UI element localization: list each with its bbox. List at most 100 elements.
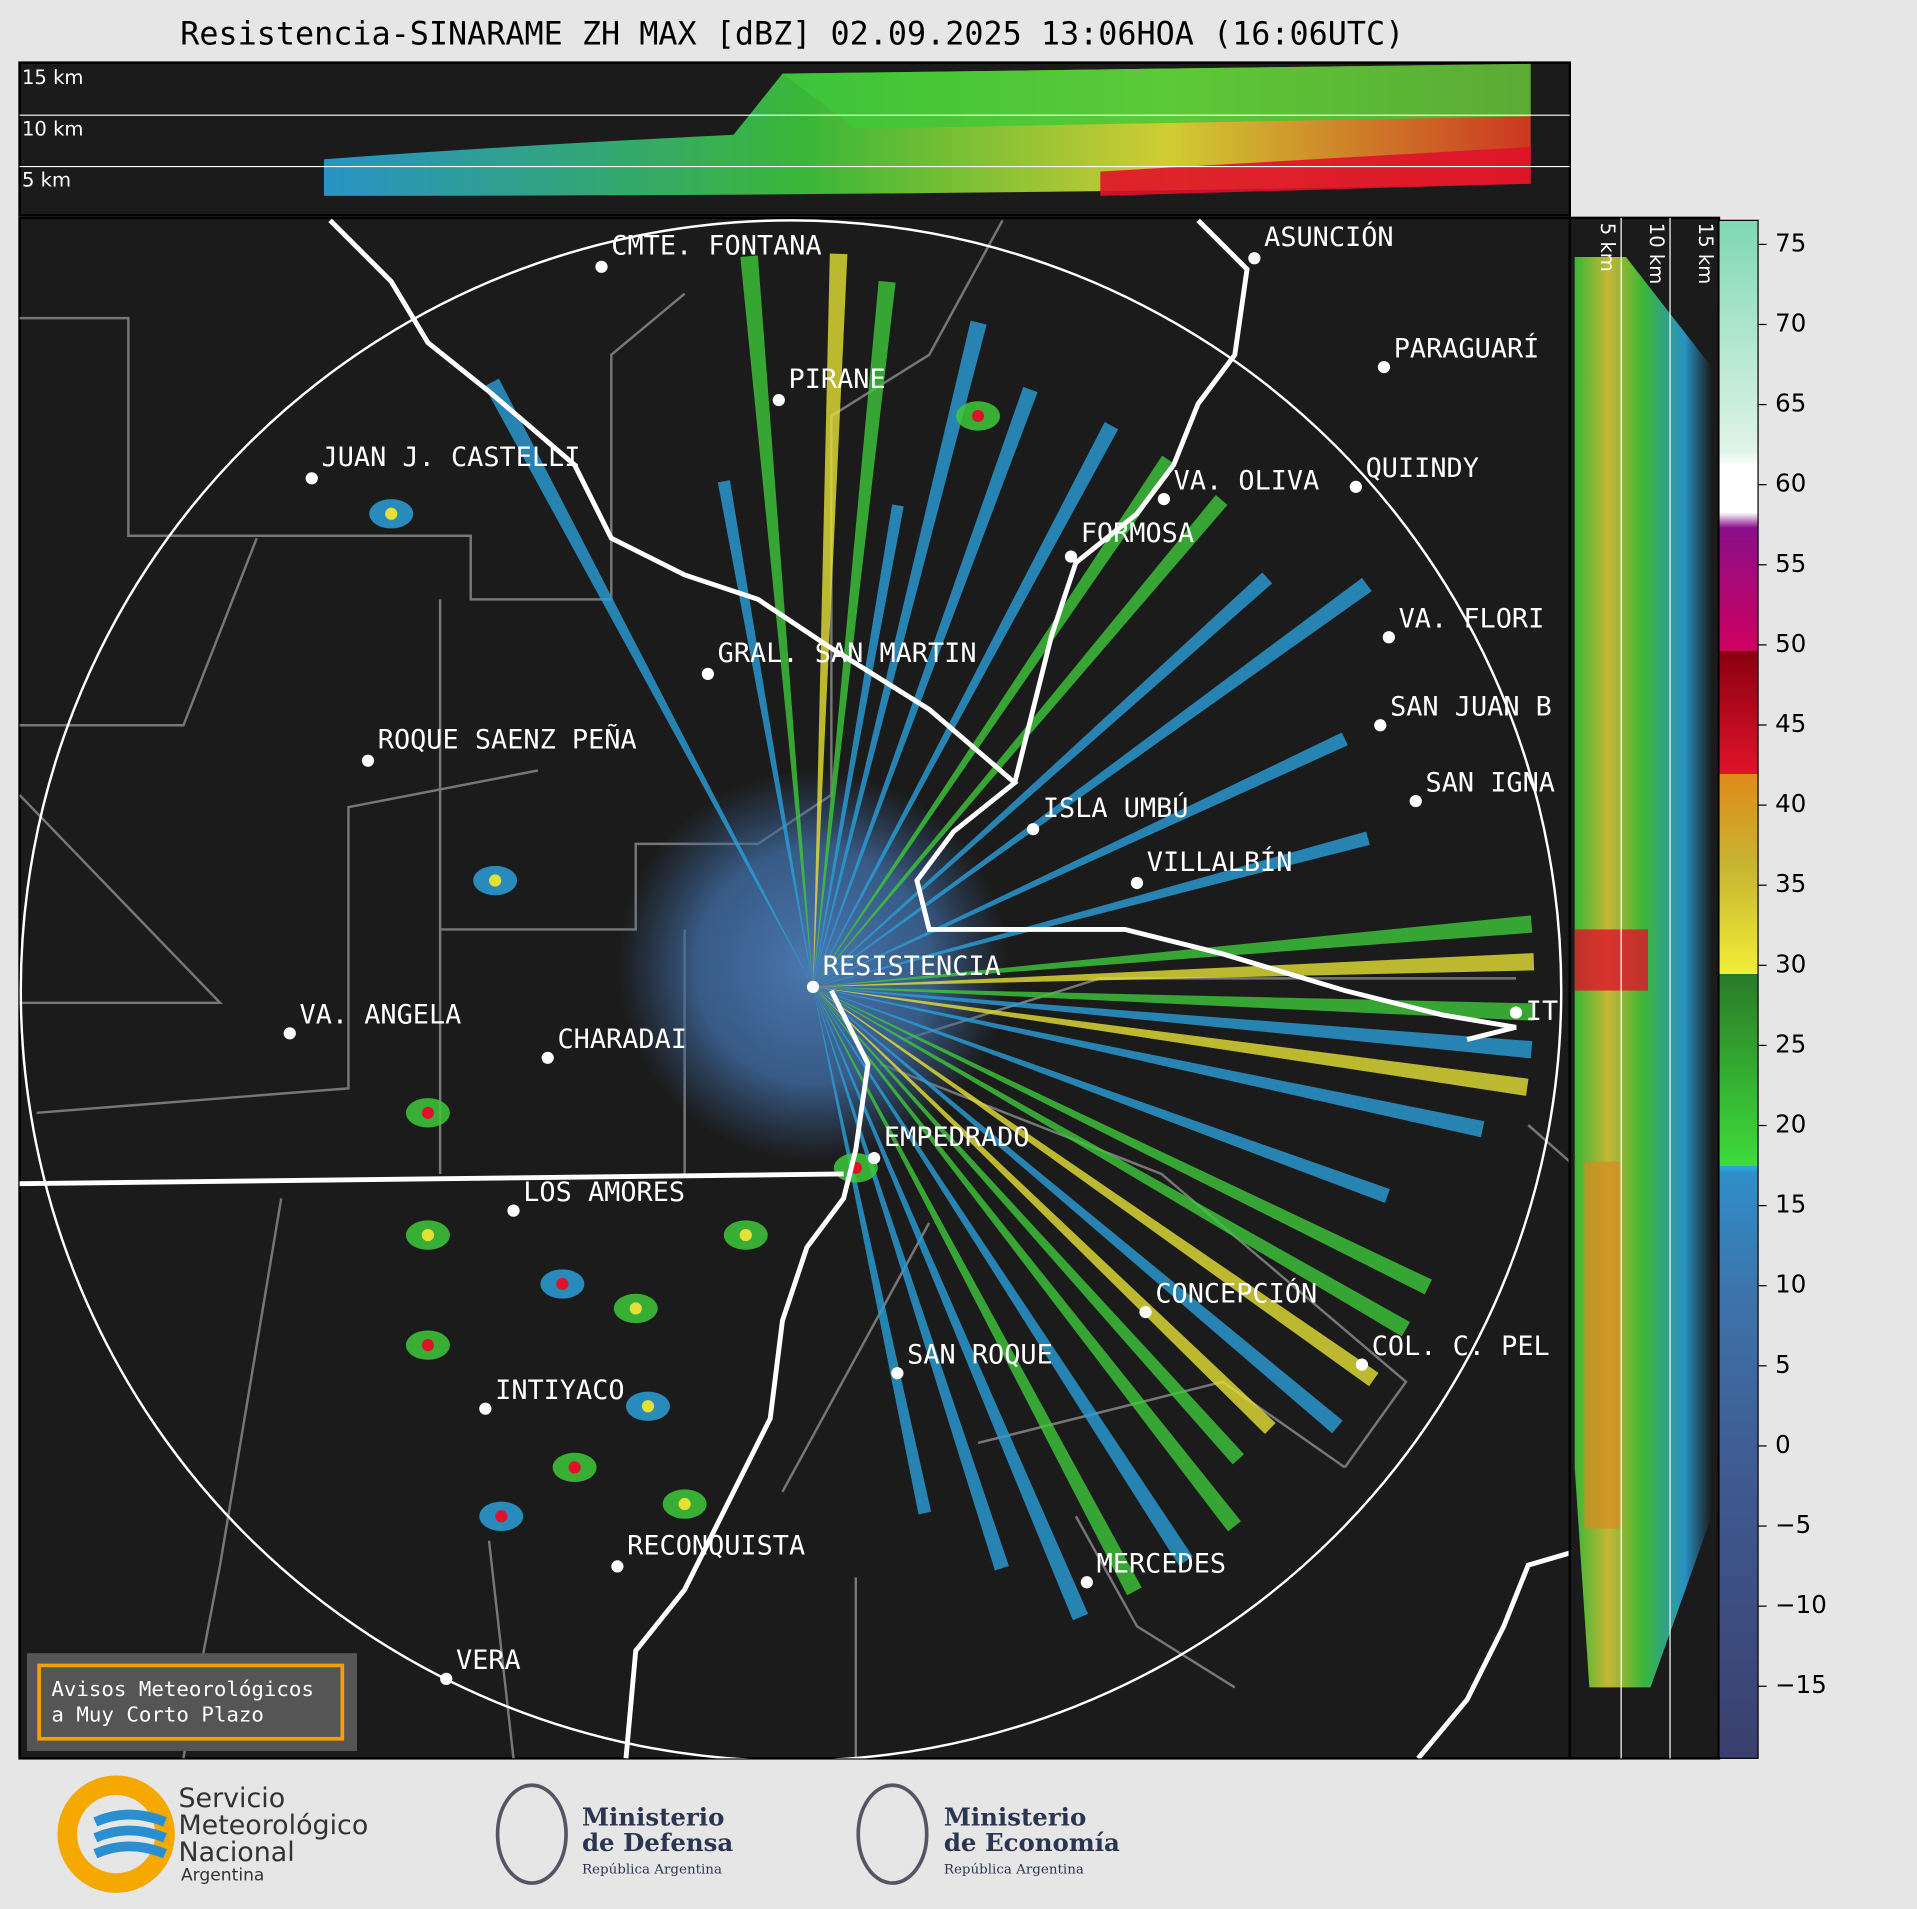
city-marker bbox=[772, 393, 785, 407]
city-marker bbox=[1139, 1305, 1152, 1319]
colorbar-tick-label: 15 bbox=[1775, 1190, 1806, 1219]
city-marker bbox=[1382, 631, 1395, 644]
echo-core bbox=[641, 1400, 655, 1413]
city-label: JUAN J. CASTELLI bbox=[322, 442, 581, 473]
echo-ray bbox=[813, 953, 1535, 987]
height-label: 5 km bbox=[22, 169, 71, 192]
city-marker bbox=[868, 1151, 881, 1165]
echo-core bbox=[421, 1228, 435, 1242]
echo-ray bbox=[813, 986, 1390, 1203]
height-label: 5 km bbox=[1596, 223, 1619, 272]
echo-core bbox=[678, 1497, 691, 1511]
echo-core bbox=[385, 507, 398, 520]
echo-ray bbox=[813, 577, 1372, 987]
city-label: GRAL. SAN MARTIN bbox=[718, 638, 977, 669]
city-marker bbox=[479, 1402, 492, 1415]
city-marker bbox=[611, 1560, 624, 1573]
echo-ray bbox=[813, 986, 932, 1515]
city-marker bbox=[891, 1367, 904, 1380]
echo-ray bbox=[813, 280, 896, 987]
echo-ray bbox=[717, 480, 814, 987]
echo-core bbox=[629, 1302, 642, 1315]
city-label: IT bbox=[1526, 996, 1558, 1027]
echo-core bbox=[556, 1277, 569, 1291]
echo-ray bbox=[813, 915, 1533, 987]
city-label: RECONQUISTA bbox=[627, 1530, 805, 1561]
city-marker bbox=[701, 667, 714, 681]
colorbar-tick-label: 35 bbox=[1775, 869, 1806, 898]
city-marker bbox=[440, 1672, 453, 1685]
colorbar-tick-label: −15 bbox=[1775, 1670, 1827, 1699]
echo-ray bbox=[813, 986, 1485, 1138]
city-marker bbox=[1409, 794, 1422, 808]
colorbar-tick-label: 75 bbox=[1775, 228, 1806, 257]
city-label: VERA bbox=[456, 1645, 521, 1676]
colorbar-tick-label: 10 bbox=[1775, 1270, 1806, 1299]
echo-ray bbox=[813, 986, 1193, 1566]
echo-ray bbox=[813, 504, 904, 987]
city-label: INTIYACO bbox=[495, 1375, 624, 1406]
colorbar-tick-label: 50 bbox=[1775, 629, 1806, 658]
echo-ray bbox=[484, 378, 814, 987]
colorbar-ticks: −15 −10 −5 0 5 10 15 20 25 30 35 40 45 50 55 60 65 70 75 bbox=[1758, 228, 1827, 1699]
echo-ray bbox=[813, 986, 1343, 1434]
echo-ray bbox=[813, 986, 1241, 1532]
city-marker bbox=[283, 1027, 296, 1040]
colorbar-tick-label: 5 bbox=[1775, 1350, 1791, 1379]
title: Resistencia-SINARAME ZH MAX [dBZ] 02.09.… bbox=[180, 17, 1404, 53]
range-ring bbox=[19, 219, 1563, 1759]
colorbar-tick-label: 65 bbox=[1775, 389, 1806, 418]
logo-text: Nacional bbox=[178, 1837, 294, 1868]
city-marker bbox=[1355, 1358, 1369, 1371]
city-label: VILLALBÍN bbox=[1147, 846, 1293, 878]
echo-ray bbox=[813, 986, 1535, 1021]
city-label: PARAGUARÍ bbox=[1394, 332, 1540, 364]
city-label: ROQUE SAENZ PEÑA bbox=[378, 724, 637, 756]
smn-waves bbox=[93, 1809, 167, 1859]
notice-line: a Muy Corto Plazo bbox=[51, 1703, 264, 1727]
logo-text: República Argentina bbox=[582, 1862, 722, 1877]
logo-text: de Economía bbox=[944, 1828, 1120, 1857]
colorbar-tick-label: 0 bbox=[1775, 1430, 1791, 1459]
height-label: 15 km bbox=[1694, 223, 1717, 284]
emblem bbox=[495, 1783, 568, 1885]
colorbar-tick-label: 40 bbox=[1775, 789, 1806, 818]
colorbar-tick-label: 30 bbox=[1775, 949, 1806, 978]
city-label: EMPEDRADO bbox=[884, 1122, 1030, 1153]
echo-ray bbox=[813, 986, 1432, 1295]
city-marker bbox=[507, 1204, 520, 1217]
colorbar-tick-label: −10 bbox=[1775, 1590, 1827, 1619]
echo-ray bbox=[813, 422, 1119, 987]
logo-text: Ministerio bbox=[944, 1803, 1086, 1832]
logo-text: República Argentina bbox=[944, 1862, 1084, 1877]
echo-ray bbox=[813, 253, 848, 987]
echo-ray bbox=[813, 986, 1533, 1059]
city-marker bbox=[305, 472, 318, 485]
logo-text: Ministerio bbox=[582, 1803, 724, 1832]
city-marker bbox=[1509, 1006, 1523, 1019]
echo-core bbox=[739, 1228, 752, 1242]
city-marker bbox=[1374, 719, 1387, 732]
echo-ray bbox=[813, 986, 1410, 1337]
notice-box bbox=[37, 1663, 345, 1741]
city-label: RESISTENCIA bbox=[823, 951, 1001, 982]
city-marker bbox=[1349, 480, 1362, 493]
echo-core bbox=[568, 1461, 581, 1474]
colorbar-tick-label: 25 bbox=[1775, 1029, 1806, 1058]
echo-core bbox=[421, 1106, 435, 1119]
city-marker bbox=[1080, 1576, 1093, 1589]
colorbar-tick-label: 60 bbox=[1775, 469, 1806, 498]
logo-text: de Defensa bbox=[582, 1828, 733, 1857]
echo-ray bbox=[813, 732, 1348, 987]
colorbar bbox=[1718, 219, 1759, 1759]
colorbar-tick-label: 20 bbox=[1775, 1110, 1806, 1139]
city-label: FORMOSA bbox=[1081, 518, 1194, 549]
city-label: CMTE. FONTANA bbox=[611, 231, 821, 262]
city-marker bbox=[1130, 876, 1144, 890]
city-label: QUIINDY bbox=[1366, 453, 1479, 484]
echo-core bbox=[489, 874, 502, 887]
city-label: VA. FLORI bbox=[1399, 604, 1545, 635]
echo-ray bbox=[813, 986, 1529, 1096]
echo-ray bbox=[813, 572, 1273, 987]
